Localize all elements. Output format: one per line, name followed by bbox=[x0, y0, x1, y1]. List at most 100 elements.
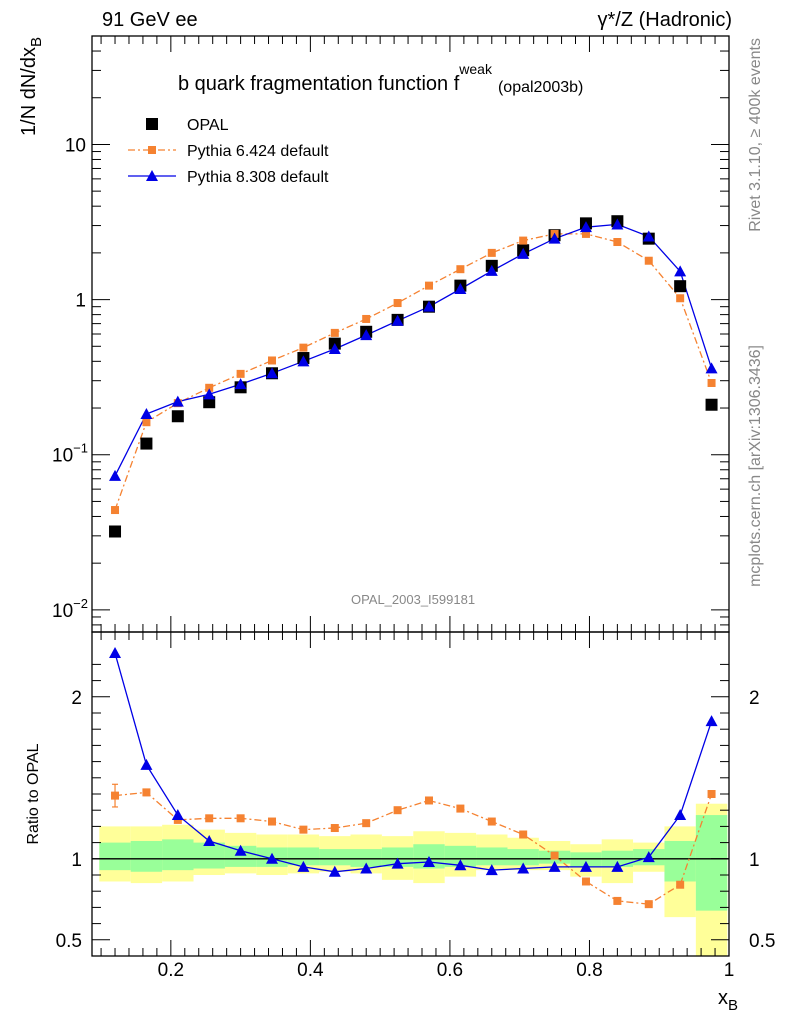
mcplots-reference-label: mcplots.cern.ch [arXiv:1306.3436] bbox=[747, 345, 764, 587]
main-data-point bbox=[705, 362, 718, 374]
main-data-point bbox=[454, 283, 467, 295]
ratio-data-point bbox=[236, 814, 245, 823]
ratio-data-point bbox=[171, 809, 184, 821]
main-data-point bbox=[203, 388, 216, 400]
legend-marker bbox=[146, 118, 158, 130]
inner-band-bin bbox=[350, 849, 382, 867]
ratio-data-point bbox=[203, 834, 216, 846]
ratio-data-point bbox=[674, 809, 687, 821]
main-data-point bbox=[642, 230, 655, 242]
main-data-point bbox=[424, 281, 433, 290]
rivet-version-label: Rivet 3.1.10, ≥ 400k events bbox=[747, 38, 764, 232]
main-data-point bbox=[142, 418, 151, 427]
ratio-data-point bbox=[360, 862, 373, 874]
ratio-data-point bbox=[299, 825, 308, 834]
ratio-data-point bbox=[391, 857, 404, 869]
main-data-point bbox=[674, 280, 687, 293]
main-data-point bbox=[297, 355, 310, 367]
inner-band-bin bbox=[162, 839, 194, 871]
y-tick-label: 10−2 bbox=[52, 596, 88, 622]
main-data-point bbox=[140, 408, 153, 420]
main-data-point bbox=[676, 294, 685, 303]
ratio-data-point bbox=[517, 862, 530, 874]
inner-band-bin bbox=[664, 840, 696, 882]
main-data-point bbox=[205, 383, 214, 392]
ratio-panel-frame bbox=[91, 631, 730, 957]
ratio-data-point bbox=[266, 852, 279, 864]
main-data-point bbox=[266, 367, 279, 379]
main-data-point bbox=[140, 437, 153, 450]
main-data-point bbox=[579, 221, 592, 233]
ratio-data-point bbox=[297, 860, 310, 872]
main-data-point bbox=[674, 265, 687, 277]
ratio-series-line bbox=[114, 652, 713, 873]
ratio-data-point bbox=[456, 804, 465, 813]
main-data-point bbox=[109, 469, 122, 481]
main-data-point bbox=[171, 395, 184, 407]
y-tick-label: 10−1 bbox=[52, 441, 88, 467]
inner-band-bin bbox=[287, 847, 320, 866]
ratio-data-point bbox=[140, 758, 153, 770]
ratio-data-point bbox=[579, 860, 592, 872]
ratio-panel-ticks: 0.5 0.5 1 1 2 2 0.2 0.4 0.6 0.8 1 bbox=[56, 632, 775, 981]
chart-title: b quark fragmentation function fweak(opa… bbox=[178, 61, 583, 96]
main-data-point bbox=[330, 328, 339, 337]
main-data-point bbox=[299, 343, 308, 352]
legend-label: Pythia 8.308 default bbox=[187, 169, 329, 186]
inner-band-bin bbox=[381, 847, 414, 867]
main-data-point bbox=[581, 229, 590, 238]
legend-marker bbox=[146, 170, 158, 181]
inner-band-bin bbox=[444, 845, 477, 867]
main-data-point bbox=[111, 506, 120, 515]
main-series-line bbox=[114, 223, 713, 477]
ratio-data-point bbox=[707, 790, 716, 798]
ratio-data-point bbox=[613, 896, 622, 905]
ratio-data-point bbox=[550, 851, 559, 860]
main-data-point bbox=[268, 356, 277, 365]
main-series-line bbox=[114, 233, 713, 511]
ratio-data-point bbox=[705, 715, 718, 727]
analysis-tag: OPAL_2003_I599181 bbox=[351, 592, 475, 607]
main-data-point bbox=[393, 299, 402, 308]
main-data-point bbox=[705, 398, 718, 411]
ratio-y-axis-label: Ratio to OPAL bbox=[25, 743, 42, 844]
ratio-data-point bbox=[676, 880, 685, 889]
ratio-data-point bbox=[519, 830, 528, 839]
ratio-data-point bbox=[611, 860, 624, 872]
main-data-point bbox=[613, 238, 622, 247]
inner-band-bin bbox=[193, 842, 225, 869]
header-left-label: 91 GeV ee bbox=[102, 9, 198, 31]
ratio-y-tick-label: 0.5 bbox=[56, 931, 82, 952]
main-data-point bbox=[362, 314, 371, 323]
legend: OPAL Pythia 6.424 default Pythia 8.308 def… bbox=[128, 117, 329, 186]
legend-label: Pythia 6.424 default bbox=[187, 143, 329, 160]
ratio-data-point bbox=[328, 865, 341, 877]
legend-marker bbox=[148, 146, 156, 154]
legend-label: OPAL bbox=[187, 117, 229, 134]
x-tick-label: 0.4 bbox=[297, 960, 324, 981]
main-data-point bbox=[328, 343, 341, 355]
ratio-data-point bbox=[109, 647, 122, 659]
main-data-point bbox=[456, 265, 465, 274]
y-tick-label: 10 bbox=[65, 135, 86, 156]
x-tick-label: 0.2 bbox=[158, 960, 184, 981]
main-data-point bbox=[517, 247, 530, 259]
main-panel-ticks: 10−2 10−1 1 10 bbox=[52, 36, 730, 632]
main-data-point bbox=[391, 314, 404, 326]
ratio-data-point bbox=[454, 859, 467, 871]
header-right-label: γ*/Z (Hadronic) bbox=[598, 9, 732, 31]
ratio-data-point bbox=[142, 788, 151, 797]
ratio-panel-series bbox=[109, 647, 718, 909]
ratio-data-point bbox=[642, 851, 655, 863]
inner-band-bin bbox=[507, 849, 539, 866]
main-y-axis-label: 1/N dN/dxB bbox=[18, 37, 45, 136]
ratio-uncertainty-bands bbox=[99, 803, 728, 956]
ratio-data-point bbox=[548, 860, 561, 872]
main-data-point bbox=[109, 525, 122, 538]
main-data-point bbox=[707, 378, 716, 387]
ratio-y-tick-label-right: 0.5 bbox=[749, 931, 775, 952]
inner-band-bin bbox=[130, 840, 163, 872]
x-tick-label: 1 bbox=[724, 960, 735, 981]
main-data-point bbox=[485, 264, 498, 276]
ratio-data-point bbox=[393, 806, 402, 815]
